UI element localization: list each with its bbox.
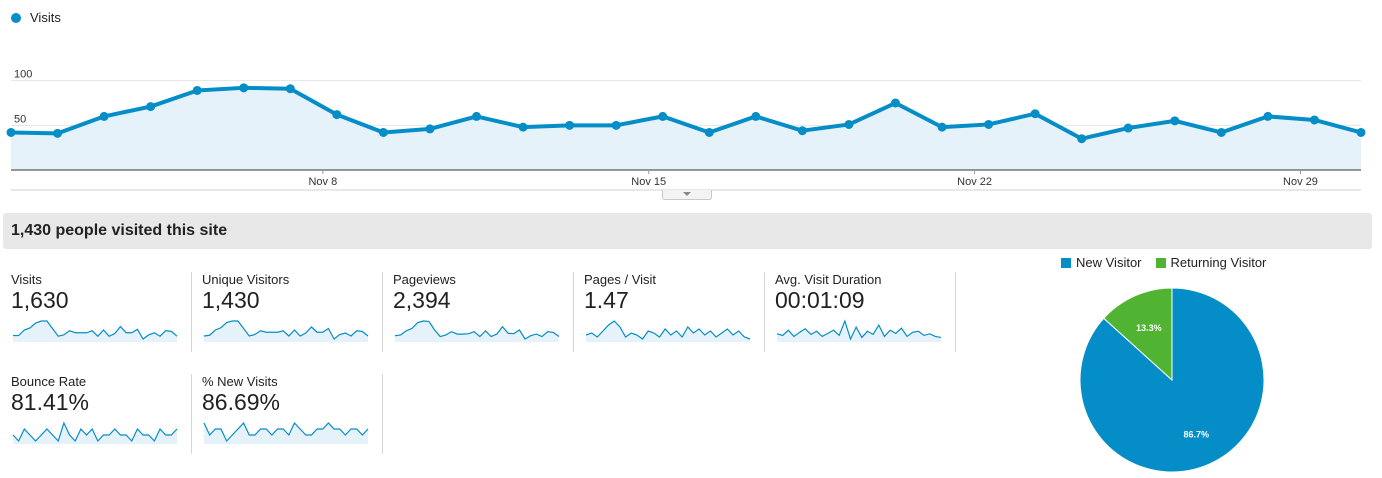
visits-data-point[interactable] <box>751 111 761 121</box>
sparkline-line <box>13 320 178 340</box>
visits-data-point[interactable] <box>378 127 388 137</box>
metric-label: Avg. Visit Duration <box>775 272 882 287</box>
sparkline-fill <box>204 423 368 444</box>
new-visitor-swatch <box>1061 257 1071 268</box>
summary-bar: 1,430 people visited this site <box>3 213 1372 249</box>
visits-data-point[interactable] <box>984 119 994 129</box>
visits-data-point[interactable] <box>53 128 63 138</box>
metric-label: Pageviews <box>393 272 456 287</box>
metric-value: 86.69% <box>202 389 281 415</box>
pie-legend-label: Returning Visitor <box>1170 255 1267 270</box>
metric-label: Unique Visitors <box>202 272 290 287</box>
summary-title: 1,430 people visited this site <box>11 222 228 239</box>
x-tick-label: Nov 22 <box>957 176 992 188</box>
metric-label: Pages / Visit <box>584 272 657 287</box>
pie-legend-item-new[interactable]: New Visitor <box>1061 255 1142 270</box>
visits-data-point[interactable] <box>239 83 249 93</box>
x-tick-label: Nov 15 <box>631 176 666 188</box>
metric-label: % New Visits <box>202 374 278 389</box>
visits-data-point[interactable] <box>6 127 16 137</box>
sparkline-fill <box>13 321 177 342</box>
visits-data-point[interactable] <box>146 102 156 112</box>
visits-data-point[interactable] <box>611 120 621 130</box>
metric-label: Bounce Rate <box>11 374 87 389</box>
metric-sparkline <box>394 320 560 342</box>
metric-value: 1,430 <box>202 287 260 313</box>
sparkline-line <box>585 320 751 340</box>
metric-card[interactable]: % New Visits 86.69% <box>202 374 383 454</box>
y-tick-label: 50 <box>14 113 26 125</box>
visits-data-point[interactable] <box>890 98 900 108</box>
metric-value: 2,394 <box>393 287 451 313</box>
sparkline-line <box>203 320 369 340</box>
collapse-chart-toggle[interactable] <box>662 190 712 200</box>
metric-value: 1.47 <box>584 287 629 313</box>
sparkline-line <box>12 421 178 443</box>
x-tick-label: Nov 8 <box>308 176 337 188</box>
y-tick-label: 100 <box>14 69 32 81</box>
visits-data-point[interactable] <box>565 120 575 130</box>
visits-data-point[interactable] <box>704 127 714 137</box>
metric-value: 00:01:09 <box>775 287 865 313</box>
metric-card[interactable]: Bounce Rate 81.41% <box>11 374 192 454</box>
pie-legend-item-returning[interactable]: Returning Visitor <box>1155 255 1267 270</box>
visits-data-point[interactable] <box>844 119 854 129</box>
visits-legend-label: Visits <box>30 10 61 25</box>
visits-data-point[interactable] <box>1216 127 1226 137</box>
visits-data-point[interactable] <box>658 111 668 121</box>
visits-data-point[interactable] <box>1123 123 1133 133</box>
visits-data-point[interactable] <box>1356 127 1366 137</box>
metric-value: 1,630 <box>11 287 69 313</box>
sparkline-line <box>394 320 560 340</box>
visits-data-point[interactable] <box>285 84 295 94</box>
visits-data-point[interactable] <box>1309 115 1319 125</box>
visits-data-point[interactable] <box>518 122 528 132</box>
visits-legend-dot <box>11 12 21 23</box>
visits-data-point[interactable] <box>937 122 947 132</box>
visits-data-point[interactable] <box>1077 134 1087 144</box>
pie-legend-label: New Visitor <box>1076 255 1142 270</box>
visits-line-chart[interactable]: 100 50 Nov 8 Nov 15 Nov 22 Nov 29 <box>0 0 1382 200</box>
x-tick-label: Nov 29 <box>1283 176 1318 188</box>
returning-visitor-swatch <box>1155 257 1166 268</box>
visitor-type-pie-chart[interactable]: 86.7% 13.3% <box>1072 280 1272 476</box>
metric-sparkline <box>203 320 369 342</box>
visits-series-line <box>10 85 1362 141</box>
visits-area-fill <box>11 87 1361 170</box>
metric-sparkline <box>13 320 178 342</box>
metric-card[interactable]: Pages / Visit 1.47 <box>584 272 765 352</box>
visits-data-point[interactable] <box>1030 109 1040 119</box>
visits-data-point[interactable] <box>1263 111 1273 121</box>
visits-data-point[interactable] <box>472 111 482 121</box>
visits-data-point[interactable] <box>425 124 435 134</box>
pie-legend: New Visitor Returning Visitor <box>1061 255 1280 270</box>
metric-card[interactable]: Avg. Visit Duration 00:01:09 <box>775 272 956 352</box>
metric-sparkline <box>585 320 751 342</box>
pie-slice-label: 86.7% <box>1184 430 1210 440</box>
sparkline-fill <box>586 321 750 342</box>
metric-card[interactable]: Pageviews 2,394 <box>393 272 574 352</box>
visits-data-point[interactable] <box>797 126 807 136</box>
visits-data-point[interactable] <box>99 111 109 121</box>
metric-sparkline <box>776 319 942 342</box>
metric-card[interactable]: Unique Visitors 1,430 <box>202 272 383 352</box>
visits-data-point[interactable] <box>332 110 342 120</box>
metric-sparkline <box>12 421 178 444</box>
sparkline-line <box>203 421 369 443</box>
sparkline-fill <box>13 423 177 444</box>
pie-slice-label: 13.3% <box>1136 323 1162 333</box>
sparkline-fill <box>204 321 368 342</box>
metric-value: 81.41% <box>11 389 90 415</box>
sparkline-line <box>776 319 942 341</box>
metric-label: Visits <box>11 272 42 287</box>
metric-sparkline <box>203 421 369 444</box>
sparkline-fill <box>395 321 559 342</box>
chart-legend[interactable]: Visits <box>11 10 61 25</box>
visits-data-point[interactable] <box>1170 116 1180 126</box>
sparkline-fill <box>777 321 941 342</box>
pie-slice[interactable] <box>1103 287 1173 382</box>
visits-data-point[interactable] <box>192 85 202 95</box>
metric-card[interactable]: Visits 1,630 <box>11 272 192 352</box>
